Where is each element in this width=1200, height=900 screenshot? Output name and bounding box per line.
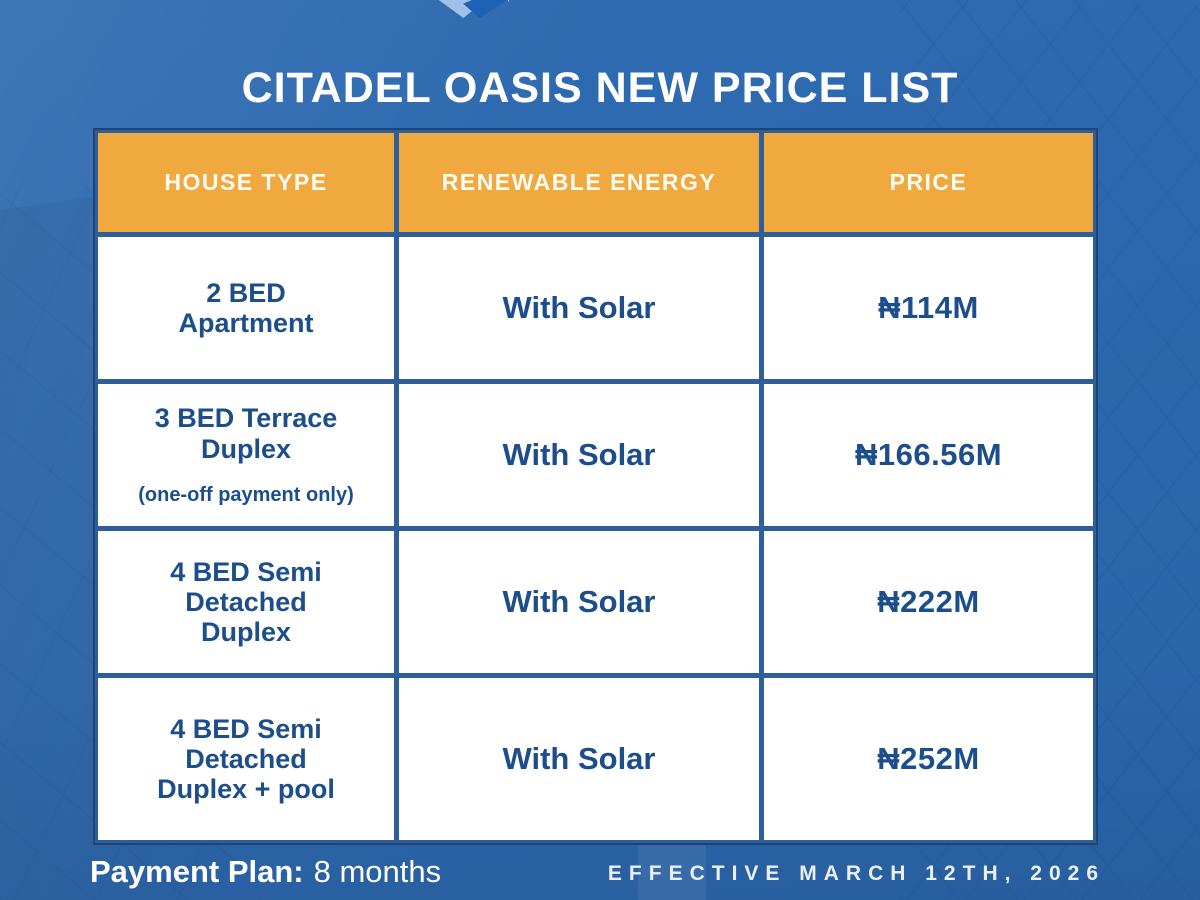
- renewable-energy-value: With Solar: [502, 290, 656, 325]
- price-value: ₦114M: [878, 290, 979, 325]
- house-type-line: Duplex: [200, 617, 292, 648]
- price-value: ₦222M: [877, 584, 980, 619]
- header-cell-1: RENEWABLE ENERGY: [399, 133, 759, 232]
- price-value: ₦166.56M: [854, 437, 1003, 472]
- price-cell-row-2: ₦222M: [764, 531, 1093, 673]
- house-type-cell-row-3: 4 BED Semi Detached Duplex + pool: [98, 678, 394, 840]
- renewable-energy-cell-row-2: With Solar: [399, 531, 759, 673]
- renewable-energy-cell-row-3: With Solar: [399, 678, 759, 840]
- renewable-energy-cell-row-0: With Solar: [399, 237, 759, 379]
- price-cell-row-1: ₦166.56M: [764, 384, 1093, 526]
- renewable-energy-value: With Solar: [502, 741, 656, 776]
- effective-date: EFFECTIVE MARCH 12TH, 2026: [607, 862, 1105, 885]
- header-label: PRICE: [889, 169, 968, 195]
- house-type-cell-row-2: 4 BED Semi Detached Duplex: [98, 531, 394, 673]
- page-title: CITADEL OASIS NEW PRICE LIST: [241, 64, 959, 112]
- house-type-line: Duplex: [200, 433, 292, 464]
- header-cell-0: HOUSE TYPE: [98, 133, 394, 232]
- house-type-line: Detached: [185, 586, 307, 617]
- house-type-line: 4 BED Semi: [170, 556, 322, 587]
- house-type-line: 4 BED Semi: [170, 713, 322, 744]
- renewable-energy-value: With Solar: [502, 584, 656, 619]
- cube-logo-facet-dark: [463, 0, 507, 18]
- header-label: HOUSE TYPE: [164, 169, 328, 195]
- header-label: RENEWABLE ENERGY: [441, 169, 717, 195]
- house-type-line: Apartment: [178, 308, 314, 338]
- house-type-note: (one-off payment only): [138, 483, 354, 506]
- house-type-cell-row-0: 2 BED Apartment: [98, 237, 394, 379]
- header-cell-2: PRICE: [764, 133, 1093, 232]
- renewable-energy-cell-row-1: With Solar: [399, 384, 759, 526]
- renewable-energy-value: With Solar: [502, 437, 656, 472]
- house-type-line: 3 BED Terrace: [154, 403, 338, 434]
- house-type-cell-row-1: 3 BED Terrace Duplex (one-off payment only…: [98, 384, 394, 526]
- cube-logo-icon: [437, 0, 513, 18]
- payment-plan: Payment Plan: 8 months: [90, 854, 441, 890]
- price-cell-row-3: ₦252M: [764, 678, 1093, 840]
- house-type-line: 2 BED: [206, 277, 286, 308]
- price-table: HOUSE TYPE RENEWABLE ENERGY PRICE 2 BED Apar…: [93, 128, 1098, 845]
- house-type-line: Duplex + pool: [157, 774, 335, 805]
- house-type-line: Detached: [185, 743, 307, 774]
- price-value: ₦252M: [877, 741, 980, 776]
- payment-plan-value: 8 months: [313, 854, 442, 889]
- payment-plan-label: Payment Plan:: [90, 854, 304, 889]
- price-cell-row-0: ₦114M: [764, 237, 1093, 379]
